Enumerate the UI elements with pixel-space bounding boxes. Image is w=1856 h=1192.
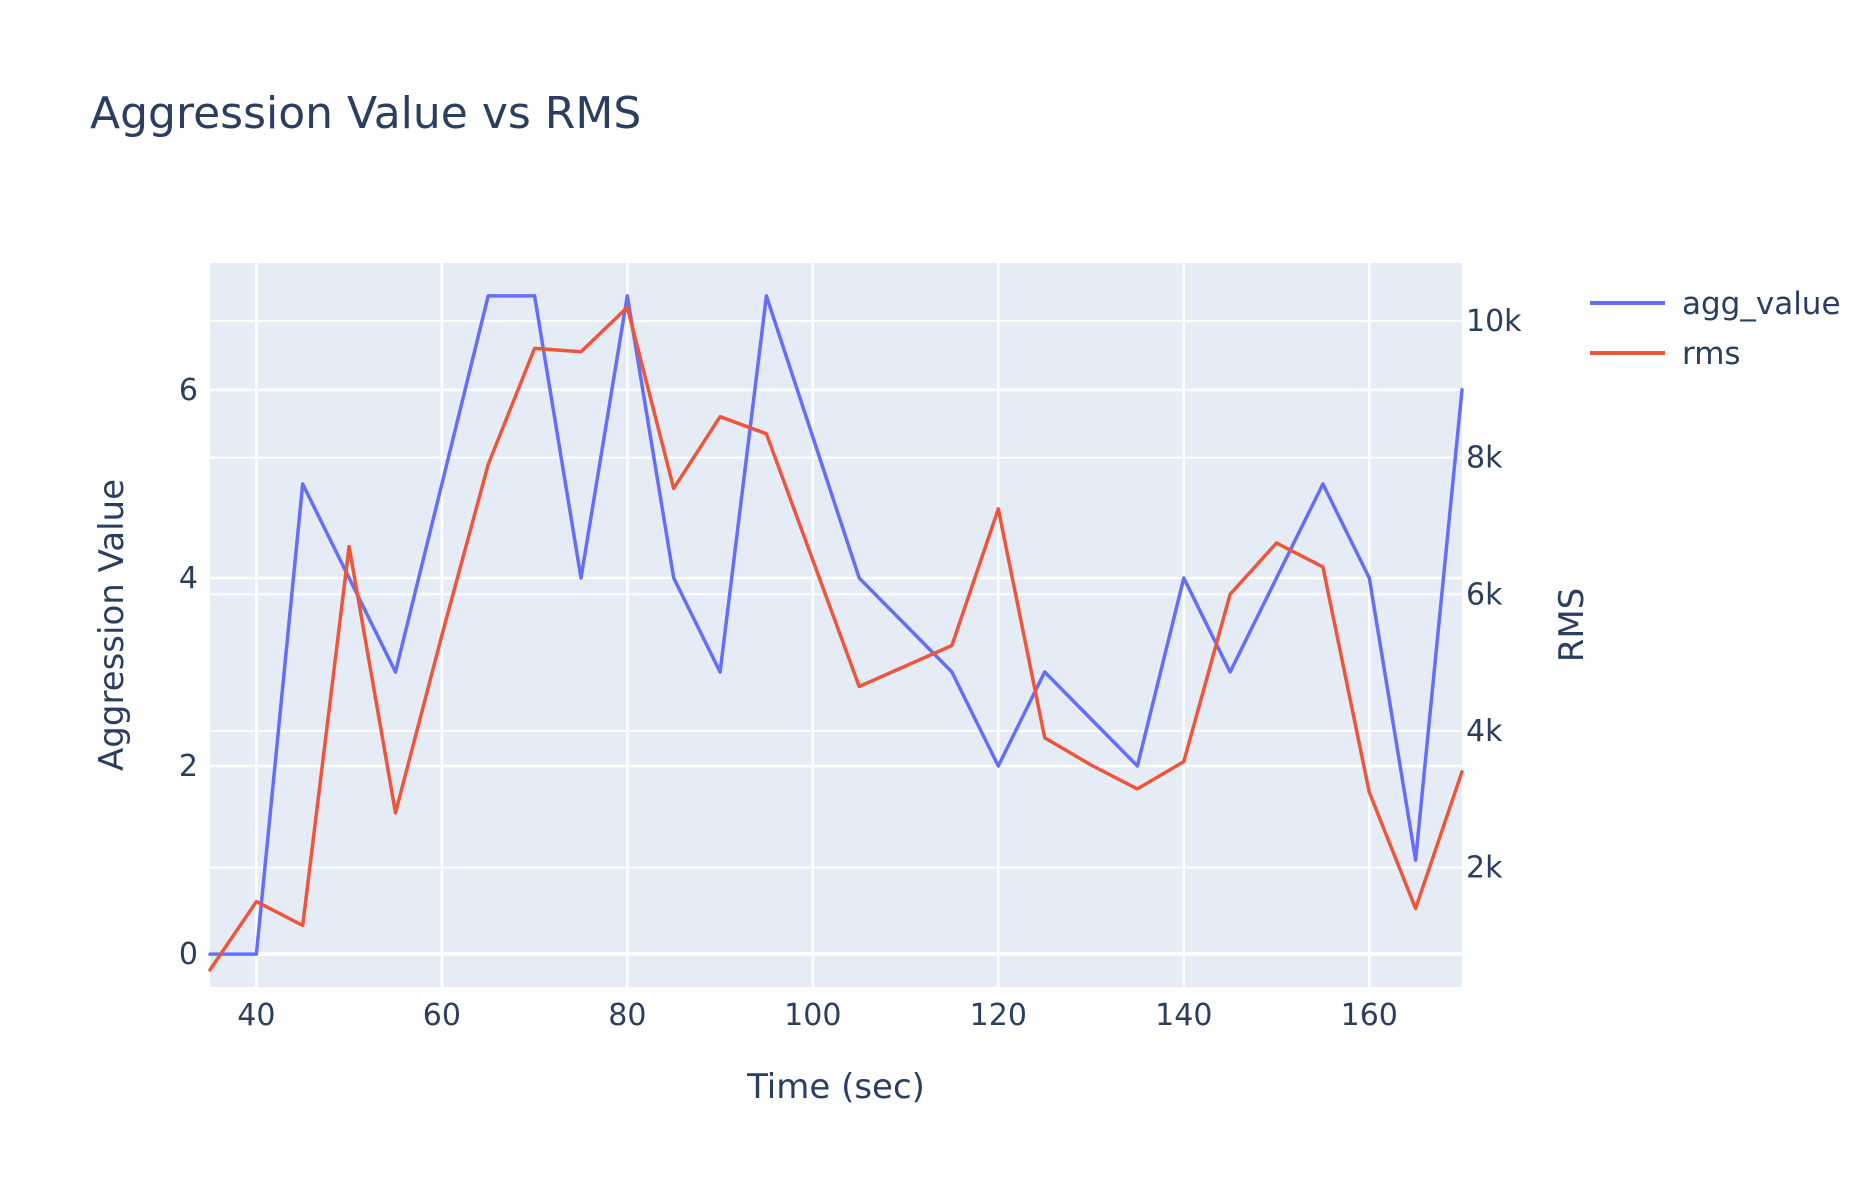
- x-tick-label: 100: [784, 998, 841, 1033]
- y-axis-title: Aggression Value: [92, 479, 132, 771]
- x-tick-label: 80: [608, 998, 646, 1033]
- x-tick-label: 60: [423, 998, 461, 1033]
- y2-tick-label: 6k: [1466, 577, 1503, 612]
- series-lines: [208, 294, 1464, 972]
- x-tick-label: 120: [970, 998, 1027, 1033]
- series-line-rms: [208, 305, 1464, 972]
- x-tick-label: 160: [1341, 998, 1398, 1033]
- y2-tick-label: 2k: [1466, 850, 1503, 885]
- chart-title: Aggression Value vs RMS: [90, 88, 641, 139]
- legend-item-rms[interactable]: rms: [1590, 336, 1741, 372]
- tick-labels: 40 60 80 100 120 140 160 0 2 4 6 2k 4k 6k 8k 10k: [179, 304, 1522, 1033]
- x-axis-title: Time (sec): [746, 1067, 925, 1107]
- y2-axis-title: RMS: [1552, 588, 1592, 663]
- y2-tick-label: 8k: [1466, 441, 1503, 476]
- legend-item-agg-value[interactable]: agg_value: [1590, 286, 1841, 322]
- grid-lines: [210, 263, 1462, 987]
- y-tick-label: 6: [179, 373, 198, 408]
- y2-tick-label: 10k: [1466, 304, 1522, 339]
- y-tick-label: 2: [179, 749, 198, 784]
- legend-label-agg-value: agg_value: [1682, 286, 1841, 322]
- x-tick-label: 40: [237, 998, 275, 1033]
- legend: agg_value rms: [1590, 286, 1841, 372]
- x-tick-label: 140: [1155, 998, 1212, 1033]
- y-tick-label: 0: [179, 937, 198, 972]
- y-tick-label: 4: [179, 561, 198, 596]
- legend-label-rms: rms: [1682, 336, 1741, 372]
- y2-tick-label: 4k: [1466, 714, 1503, 749]
- series-line-agg-value: [208, 294, 1464, 956]
